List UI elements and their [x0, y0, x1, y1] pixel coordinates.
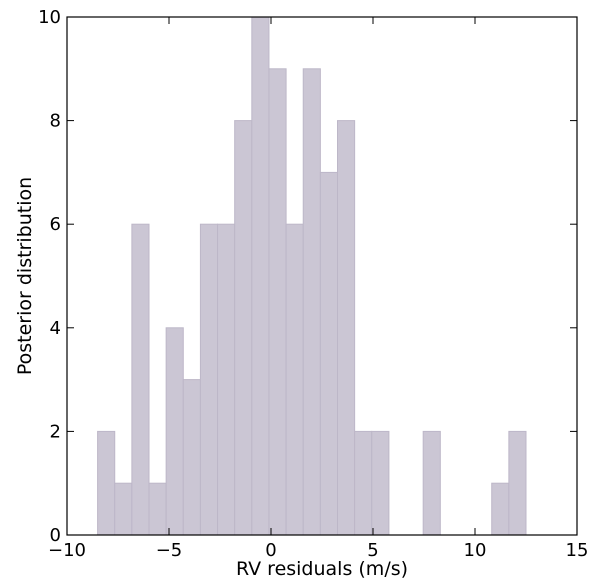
x-tick-label: −5 [156, 540, 183, 561]
histogram-bar [319, 171, 339, 536]
x-tick-label: 0 [265, 540, 276, 561]
histogram-bar [491, 482, 510, 536]
y-ticks: 0 2 4 6 8 10 [38, 7, 577, 546]
histogram-bar [285, 223, 304, 536]
histogram-bar [97, 430, 116, 536]
histogram-bar [268, 68, 287, 536]
histogram-bar [337, 120, 356, 536]
y-tick-label: 10 [38, 7, 61, 28]
x-tick-label: −10 [48, 540, 86, 561]
histogram-bar [182, 379, 201, 536]
histogram-bar [422, 430, 441, 536]
x-tick-label: 10 [464, 540, 487, 561]
y-tick-label: 2 [50, 421, 61, 442]
histogram-bar [199, 223, 219, 536]
y-tick-label: 6 [50, 214, 61, 235]
histogram-bar [131, 223, 150, 536]
histogram-bar [234, 120, 253, 536]
bars-group [97, 16, 527, 536]
x-tick-label: 5 [367, 540, 378, 561]
histogram-bar [508, 430, 527, 536]
histogram-bar [217, 223, 236, 536]
x-ticks: −10 −5 0 5 10 15 [48, 17, 588, 561]
histogram-bar [251, 16, 270, 536]
x-tick-label: 15 [566, 540, 589, 561]
y-tick-label: 4 [50, 318, 61, 339]
x-axis-label: RV residuals (m/s) [236, 558, 408, 580]
y-tick-label: 0 [50, 525, 61, 546]
y-axis-label: Posterior distribution [14, 177, 36, 375]
plot-frame [66, 16, 578, 536]
histogram-bar [302, 68, 321, 536]
histogram-bar [114, 482, 133, 536]
histogram-bar [354, 430, 373, 536]
histogram-bar [165, 327, 184, 536]
histogram-bar [371, 430, 390, 536]
y-tick-label: 8 [50, 111, 61, 132]
histogram-bar [148, 482, 167, 536]
